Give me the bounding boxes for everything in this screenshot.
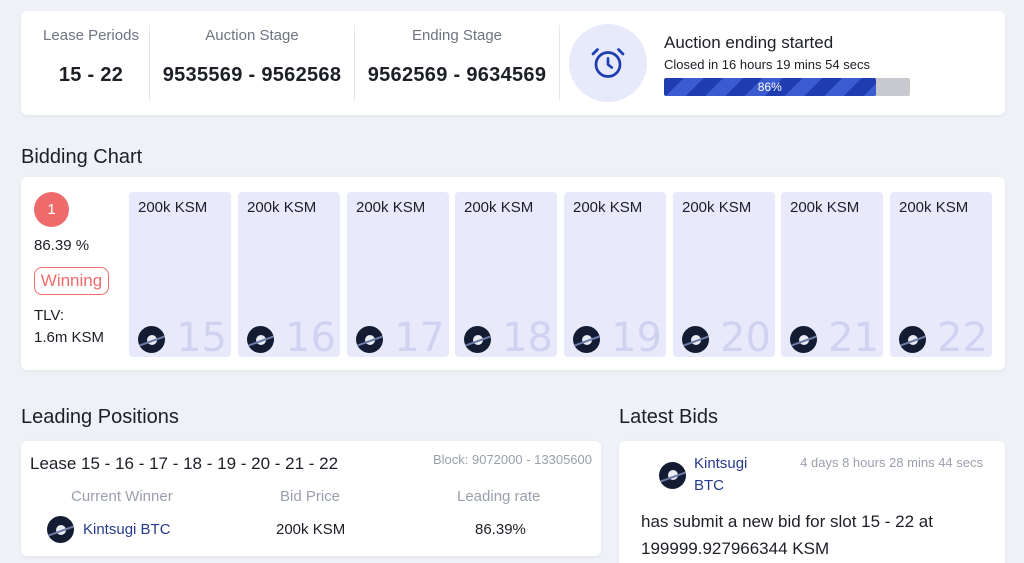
leading-rate-cell: 86.39%	[475, 521, 526, 538]
lease-periods-label: Lease Periods	[43, 27, 139, 44]
slot-card[interactable]: 200k KSM 17	[347, 192, 449, 357]
kintsugi-avatar-icon	[464, 326, 491, 353]
slot-card[interactable]: 200k KSM 20	[673, 192, 775, 357]
rank-percent: 86.39 %	[34, 237, 90, 254]
lease-periods-stat: Lease Periods 15 - 22	[35, 23, 147, 103]
leading-positions-card: Lease 15 - 16 - 17 - 18 - 19 - 20 - 21 -…	[21, 441, 601, 556]
slot-amount: 200k KSM	[899, 199, 969, 216]
slot-number: 20	[720, 315, 771, 357]
divider	[354, 25, 355, 101]
auction-status-title: Auction ending started	[664, 33, 834, 52]
slot-number: 22	[937, 315, 988, 357]
auction-stage-card: Lease Periods 15 - 22 Auction Stage 9535…	[21, 11, 1005, 115]
ending-stage-value: 9562569 - 9634569	[367, 64, 547, 86]
auction-status-subtitle: Closed in 16 hours 19 mins 54 secs	[664, 57, 870, 72]
column-header-bid-price: Bid Price	[280, 488, 341, 505]
slot-number: 18	[502, 315, 553, 357]
tlv-value: 1.6m KSM	[34, 329, 105, 346]
auction-stage-stat: Auction Stage 9535569 - 9562568	[151, 23, 353, 103]
slot-amount: 200k KSM	[790, 199, 860, 216]
kintsugi-avatar-icon	[899, 326, 926, 353]
auction-stage-label: Auction Stage	[205, 27, 299, 44]
slot-amount: 200k KSM	[682, 199, 752, 216]
slot-amount: 200k KSM	[356, 199, 426, 216]
kintsugi-avatar-icon	[138, 326, 165, 353]
alarm-clock-icon-wrapper	[569, 24, 647, 102]
rank-badge: 1	[34, 192, 69, 227]
winning-status-badge: Winning	[34, 267, 109, 295]
auction-progress-fill: 86%	[664, 78, 876, 96]
kintsugi-avatar-icon	[659, 461, 686, 489]
slot-number: 21	[828, 315, 879, 357]
ending-stage-label: Ending Stage	[411, 27, 503, 44]
slot-card[interactable]: 200k KSM 21	[781, 192, 883, 357]
slot-card[interactable]: 200k KSM 15	[129, 192, 231, 357]
bid-message: has submit a new bid for slot 15 - 22 at…	[641, 512, 933, 558]
slot-number: 15	[176, 315, 227, 357]
latest-bids-title: Latest Bids	[619, 406, 718, 428]
bidding-chart-title: Bidding Chart	[21, 146, 143, 168]
slot-amount: 200k KSM	[138, 199, 208, 216]
latest-bid-card: Kintsugi BTC 4 days 8 hours 28 mins 44 s…	[619, 441, 1005, 563]
slot-amount: 200k KSM	[464, 199, 534, 216]
slot-amount: 200k KSM	[573, 199, 643, 216]
kintsugi-avatar-icon	[682, 326, 709, 353]
column-header-current-winner: Current Winner	[71, 488, 173, 505]
slot-number: 19	[611, 315, 662, 357]
alarm-clock-icon	[591, 48, 625, 78]
kintsugi-avatar-icon	[247, 326, 274, 353]
current-winner-link[interactable]: Kintsugi BTC	[83, 521, 171, 538]
auction-progress-label: 86%	[757, 80, 782, 94]
bidding-chart-card: 1 86.39 % Winning TLV: 1.6m KSM 200k KSM…	[21, 177, 1005, 370]
current-winner-cell[interactable]: Kintsugi BTC	[47, 516, 171, 543]
auction-progress-bar: 86%	[664, 78, 910, 96]
bidder-link[interactable]: Kintsugi BTC	[694, 455, 748, 494]
slot-card[interactable]: 200k KSM 19	[564, 192, 666, 357]
slot-number: 16	[285, 315, 336, 357]
kintsugi-avatar-icon	[47, 516, 74, 543]
slot-card[interactable]: 200k KSM 18	[455, 192, 557, 357]
leading-positions-title: Leading Positions	[21, 406, 179, 428]
bidder[interactable]: Kintsugi BTC	[659, 453, 764, 497]
ending-stage-stat: Ending Stage 9562569 - 9634569	[356, 23, 558, 103]
slot-number: 17	[394, 315, 445, 357]
divider	[149, 25, 150, 101]
lease-title: Lease 15 - 16 - 17 - 18 - 19 - 20 - 21 -…	[30, 454, 339, 473]
slot-card[interactable]: 200k KSM 16	[238, 192, 340, 357]
column-header-leading-rate: Leading rate	[457, 488, 541, 505]
tlv-label: TLV:	[34, 307, 65, 324]
bid-price-cell: 200k KSM	[276, 521, 346, 538]
auction-stage-value: 9535569 - 9562568	[162, 64, 342, 86]
divider	[559, 25, 560, 101]
block-range: Block: 9072000 - 13305600	[432, 452, 592, 467]
bid-time: 4 days 8 hours 28 mins 44 secs	[800, 455, 983, 470]
lease-periods-value: 15 - 22	[58, 64, 124, 86]
kintsugi-avatar-icon	[356, 326, 383, 353]
kintsugi-avatar-icon	[573, 326, 600, 353]
kintsugi-avatar-icon	[790, 326, 817, 353]
slot-amount: 200k KSM	[247, 199, 317, 216]
slot-card[interactable]: 200k KSM 22	[890, 192, 992, 357]
